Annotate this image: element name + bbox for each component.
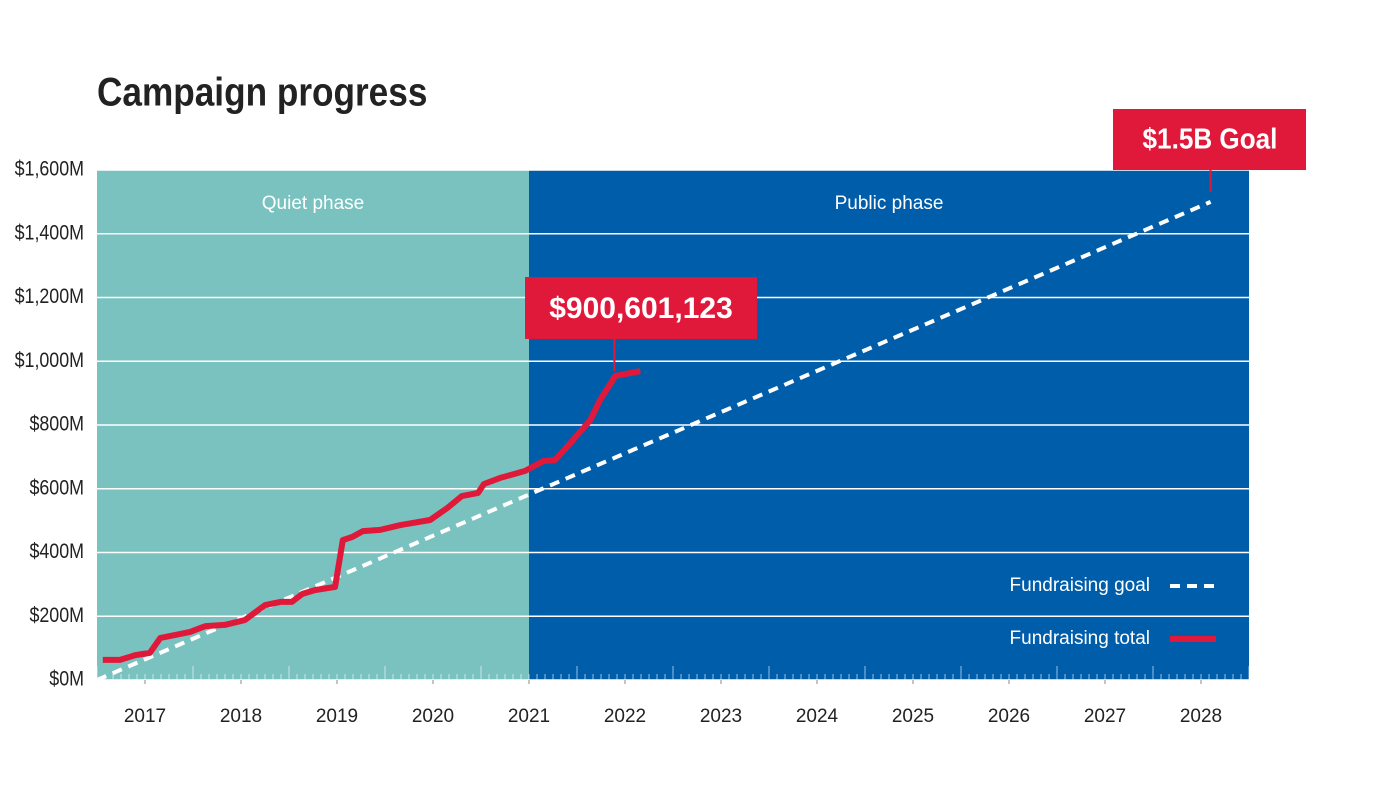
legend-label: Fundraising total — [1010, 628, 1150, 649]
goal-box — [1113, 109, 1306, 170]
callout-box — [525, 277, 757, 339]
y-tick-label: $0M — [49, 667, 84, 691]
y-tick-label: $200M — [29, 603, 84, 627]
y-tick-label: $1,000M — [15, 348, 84, 372]
y-tick-label: $800M — [29, 412, 84, 436]
x-tick-label: 2019 — [316, 706, 358, 727]
y-tick-label: $400M — [29, 540, 84, 564]
x-tick-label: 2027 — [1084, 706, 1126, 727]
x-tick-label: 2024 — [796, 706, 839, 727]
y-tick-label: $1,400M — [15, 221, 84, 245]
x-tick-label: 2025 — [892, 706, 934, 727]
x-tick-label: 2021 — [508, 706, 550, 727]
x-tick-label: 2022 — [604, 706, 646, 727]
x-tick-label: 2026 — [988, 706, 1030, 727]
callout-text: $900,601,123 — [549, 292, 733, 325]
x-tick-label: 2018 — [220, 706, 262, 727]
x-tick-label: 2020 — [412, 706, 454, 727]
total-line — [102, 368, 641, 663]
legend-label: Fundraising goal — [1010, 575, 1150, 596]
x-tick-label: 2028 — [1180, 706, 1222, 727]
x-tick-label: 2023 — [700, 706, 742, 727]
y-tick-label: $1,200M — [15, 285, 84, 309]
phase-label: Quiet phase — [262, 193, 364, 214]
chart-title: Campaign progress — [97, 69, 427, 114]
phase-label: Public phase — [835, 193, 944, 214]
goal-line — [96, 200, 1212, 682]
y-tick-label: $600M — [29, 476, 84, 500]
y-tick-label: $1,600M — [15, 157, 84, 181]
goal-text: $1.5B Goal — [1143, 122, 1278, 155]
x-tick-label: 2017 — [124, 706, 166, 727]
